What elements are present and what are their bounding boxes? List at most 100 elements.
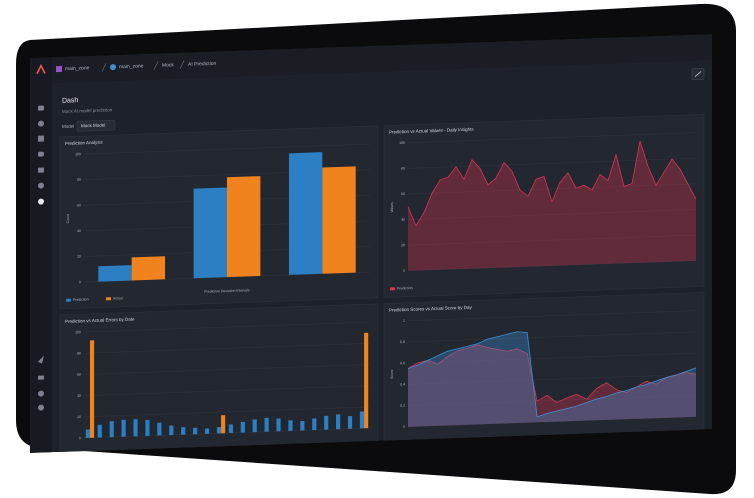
bar [121,419,126,437]
panel-title: Prediction vs Actual Errors by Date [65,317,135,324]
bar [89,340,95,438]
bar [97,424,102,438]
bar [322,166,356,274]
bar [364,332,369,429]
bar [109,421,114,438]
y-tick-label: 100 [399,141,405,145]
line [407,140,697,227]
grid-line [408,260,696,271]
select-value[interactable]: Mock Model [81,123,105,129]
legend-swatch [66,455,71,458]
nav-icon[interactable] [38,355,44,364]
grid-line [408,209,696,220]
page-subtitle: Mock AI model prediction [62,107,113,114]
bar [85,429,90,439]
zone-icon [56,65,62,73]
y-tick-label: 80 [77,178,81,182]
nav-icon[interactable] [38,120,44,127]
nav-icon[interactable] [38,105,44,111]
grid-line [408,234,696,246]
y-tick-label: 80 [77,351,81,355]
y-tick-label: 0 [79,280,81,284]
grid-line [84,427,370,439]
y-tick-label: 0 [403,269,405,273]
bar [157,422,162,436]
legend-label: Prediction [73,297,89,302]
grid-line [84,406,370,418]
filter-label: Model [62,124,74,129]
y-tick-label: 100 [75,152,81,156]
bar [221,415,226,434]
y-tick-label: 20 [401,243,405,247]
area [408,331,696,427]
nav-icon[interactable] [38,390,44,397]
legend-swatch [390,287,395,291]
top-bar [52,34,712,84]
x-axis-label: Prediction Deviation Intervals [204,288,250,294]
y-axis-label: Values [390,202,394,213]
panel-title: Prediction Scores vs Actual Score by Day [389,305,473,313]
bar [324,415,329,430]
edit-icon [694,71,702,78]
grid-line [84,321,370,333]
y-tick-label: 0.4 [400,382,405,386]
bar [288,420,293,431]
bar [300,420,305,431]
area [408,141,696,271]
sidebar [30,57,52,453]
grid-line [84,343,370,354]
screen: main_zone main_zone Mock AI Prediction D… [30,34,712,458]
grid-line [408,374,696,385]
legend-swatch [66,298,71,302]
y-tick-label: 100 [75,330,81,334]
bar [169,425,174,436]
y-axis-label: Score [390,370,394,379]
panel [383,114,705,298]
breadcrumb-item[interactable]: AI Prediction [188,61,217,68]
nav-icon[interactable] [38,135,44,142]
nav-icon[interactable] [38,404,44,411]
bar [240,421,245,433]
y-tick-label: 40 [77,394,81,398]
bar [359,411,365,429]
nav-icon[interactable] [38,198,44,205]
breadcrumb-item[interactable]: main_zone [65,65,90,72]
grid-line [408,331,696,343]
panel [59,303,379,453]
zone-icon [110,64,116,71]
bar [276,418,281,432]
model-select[interactable] [76,119,116,132]
nav-icon[interactable] [38,182,44,189]
grid-line [84,385,370,396]
line [407,331,697,418]
bar [133,419,138,437]
y-tick-label: 0.2 [400,404,405,408]
y-tick-label: 40 [401,218,405,222]
y-tick-label: 0 [79,436,81,440]
grid-line [408,183,696,195]
legend-swatch [106,453,111,456]
y-tick-label: 1 [403,319,405,323]
bar [264,417,269,432]
grid-line [84,143,370,155]
bar [145,419,150,436]
y-tick-label: 60 [77,203,81,207]
separator [153,61,159,70]
bar [252,419,257,433]
separator [179,60,185,69]
breadcrumb-item[interactable]: Mock [162,62,174,68]
y-tick-label: 80 [401,166,405,170]
legend-label: Prediction [397,286,413,291]
bar [193,427,198,435]
legend-swatch [106,297,111,301]
nav-icon[interactable] [38,167,44,173]
breadcrumb-item[interactable]: main_zone [119,63,144,70]
line [407,344,697,403]
y-tick-label: 40 [77,229,81,233]
logo[interactable] [36,63,46,75]
nav-icon[interactable] [38,151,44,157]
y-tick-label: 0.6 [400,361,405,365]
nav-icon[interactable] [38,375,44,380]
legend-label: Prediction [73,453,89,458]
